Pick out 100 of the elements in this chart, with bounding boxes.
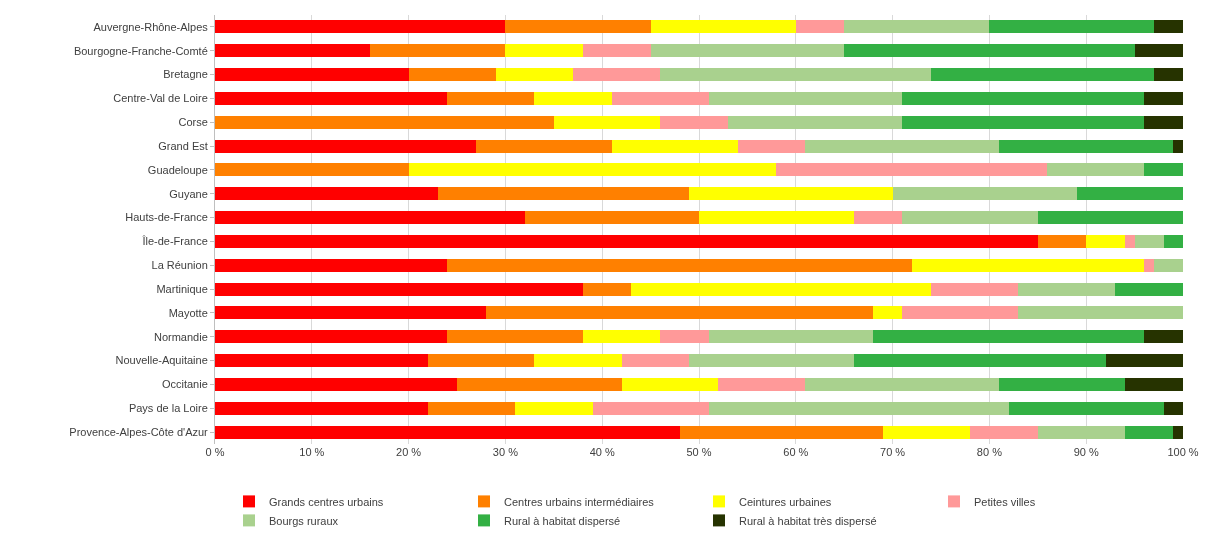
- bar: [892, 187, 1077, 201]
- bar: [215, 187, 438, 201]
- bar: [660, 330, 709, 344]
- bar: [853, 354, 1106, 368]
- bar: [215, 234, 1038, 248]
- bar: [902, 115, 1145, 129]
- bar: [1086, 234, 1125, 248]
- bar: [1018, 306, 1183, 320]
- bar: [795, 20, 845, 34]
- bar: [534, 91, 612, 105]
- bar: [776, 163, 1048, 177]
- bar: [582, 44, 651, 58]
- legend-label: Centres urbains intermédiaires: [504, 495, 655, 508]
- bar: [515, 401, 593, 415]
- bar: [215, 425, 680, 439]
- bar: [505, 44, 583, 58]
- bar: [1144, 258, 1154, 272]
- bar: [1124, 234, 1135, 248]
- bar: [1134, 44, 1183, 58]
- bar: [989, 20, 1154, 34]
- bar: [708, 401, 1009, 415]
- y-tick-label: Normandie: [153, 330, 208, 343]
- bar: [215, 211, 525, 225]
- bar: [1163, 401, 1183, 415]
- bar: [621, 354, 690, 368]
- bar: [447, 91, 535, 105]
- bar: [592, 401, 709, 415]
- bar: [1124, 425, 1174, 439]
- x-tick-label: 30 %: [492, 446, 519, 458]
- bar: [427, 354, 535, 368]
- y-tick-label: Auvergne-Rhône-Alpes: [93, 20, 209, 33]
- bar: [873, 330, 1145, 344]
- legend-label: Rural à habitat très dispersé: [739, 514, 877, 527]
- bar: [215, 139, 477, 153]
- bar: [369, 44, 506, 58]
- y-tick-label: Corse: [178, 116, 208, 129]
- bar: [447, 258, 912, 272]
- bar: [805, 377, 1000, 391]
- bar: [631, 282, 932, 296]
- bar: [457, 377, 622, 391]
- bar: [582, 330, 661, 344]
- y-tick-label: Bourgogne-Franche-Comté: [73, 44, 208, 57]
- bar: [1037, 234, 1087, 248]
- bar: [737, 139, 806, 153]
- y-tick-label: Hauts-de-France: [125, 211, 208, 224]
- x-tick-label: 80 %: [976, 446, 1003, 458]
- bar: [931, 282, 1019, 296]
- bar: [970, 425, 1038, 439]
- y-tick-label: Martinique: [156, 282, 208, 295]
- bar: [215, 163, 409, 177]
- bar: [215, 44, 370, 58]
- bar: [1076, 187, 1183, 201]
- bar: [437, 187, 690, 201]
- bar: [1144, 330, 1183, 344]
- x-tick-label: 60 %: [783, 446, 809, 458]
- bar: [1144, 91, 1183, 105]
- legend-label: Petites villes: [974, 495, 1036, 508]
- y-tick-label: Provence-Alpes-Côte d'Azur: [69, 425, 209, 438]
- bar: [495, 68, 574, 82]
- y-tick-label: Occitanie: [161, 378, 208, 391]
- bar: [427, 401, 516, 415]
- x-tick-label: 90 %: [1073, 446, 1099, 458]
- y-tick-label: Bretagne: [163, 68, 208, 81]
- bar: [718, 377, 806, 391]
- x-tick-label: 0 %: [205, 446, 225, 458]
- bar: [408, 68, 496, 82]
- y-tick-label: Guyane: [169, 187, 208, 200]
- bar: [524, 211, 699, 225]
- bar: [911, 258, 1145, 272]
- bar: [1173, 425, 1183, 439]
- bar: [534, 354, 622, 368]
- bar: [447, 330, 583, 344]
- bar: [1144, 115, 1183, 129]
- bar: [1144, 163, 1183, 177]
- bar: [215, 91, 448, 105]
- bar: [931, 68, 1154, 82]
- bar: [660, 68, 932, 82]
- bar: [689, 354, 854, 368]
- bar: [650, 44, 845, 58]
- bar: [805, 139, 1000, 153]
- bar: [215, 115, 554, 129]
- bar: [728, 115, 903, 129]
- bar: [902, 211, 1038, 225]
- y-tick-label: Nouvelle-Aquitaine: [115, 354, 208, 367]
- bar: [1153, 258, 1183, 272]
- bar: [1047, 163, 1145, 177]
- bar: [215, 330, 448, 344]
- legend-label: Rural à habitat dispersé: [504, 514, 621, 527]
- bar: [1173, 139, 1183, 153]
- bar: [689, 187, 893, 201]
- bar: [999, 377, 1125, 391]
- bar: [1105, 354, 1183, 368]
- bar: [999, 139, 1174, 153]
- bar: [215, 377, 457, 391]
- bar: [505, 20, 651, 34]
- bar: [476, 139, 612, 153]
- bar: [215, 401, 428, 415]
- y-tick-label: Île-de-France: [141, 235, 208, 248]
- bar: [708, 91, 903, 105]
- legend-label: Ceintures urbaines: [739, 495, 832, 508]
